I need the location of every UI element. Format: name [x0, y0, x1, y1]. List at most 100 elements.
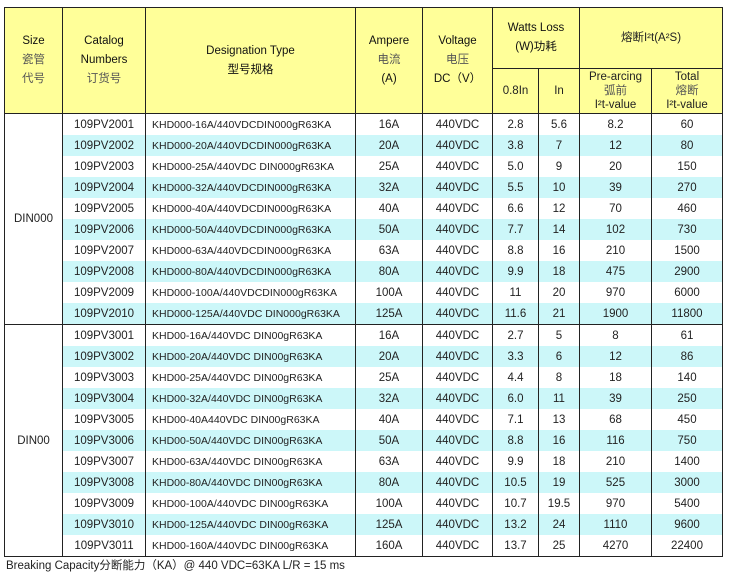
watts-loss-in-cell: 16: [538, 240, 580, 261]
watts-loss-08in-cell: 9.9: [492, 451, 539, 472]
designation-cell: KHD00-160A/440VDC DIN00gR63KA: [145, 535, 356, 557]
watts-loss-in-cell: 10: [538, 177, 580, 198]
ampere-cell: 20A: [355, 135, 423, 156]
watts-loss-08in-cell: 4.4: [492, 367, 539, 388]
prearcing-i2t-cell: 12: [579, 346, 652, 367]
watts-loss-08in-cell: 8.8: [492, 240, 539, 261]
catalog-number-cell: 109PV3004: [62, 388, 146, 409]
fuse-spec-table: Size 瓷管 代号 Catalog Numbers 订货号 Designation T…: [4, 7, 723, 557]
table-row: 109PV2010 KHD000-125A/440VDC DIN000gR63KA…: [5, 303, 723, 325]
prearcing-i2t-cell: 68: [579, 409, 652, 430]
catalog-number-cell: 109PV3010: [62, 514, 146, 535]
watts-loss-in-cell: 12: [538, 198, 580, 219]
prearcing-i2t-cell: 970: [579, 282, 652, 303]
table-row: 109PV2007 KHD000-63A/440VDCDIN000gR63KA 63…: [5, 240, 723, 261]
size-cell: DIN000: [4, 113, 63, 325]
catalog-number-cell: 109PV3009: [62, 493, 146, 514]
watts-loss-08in-cell: 3.3: [492, 346, 539, 367]
catalog-number-cell: 109PV3007: [62, 451, 146, 472]
table-row: 109PV3009 KHD00-100A/440VDC DIN00gR63KA 10…: [5, 493, 723, 514]
catalog-number-cell: 109PV2008: [62, 261, 146, 282]
designation-cell: KHD000-40A/440VDCDIN000gR63KA: [145, 198, 356, 219]
voltage-cell: 440VDC: [422, 177, 493, 198]
ampere-cell: 160A: [355, 535, 423, 557]
watts-loss-in-cell: 24: [538, 514, 580, 535]
header-designation: Designation Type 型号规格: [145, 7, 356, 114]
voltage-cell: 440VDC: [422, 367, 493, 388]
prearcing-i2t-cell: 970: [579, 493, 652, 514]
watts-loss-in-cell: 13: [538, 409, 580, 430]
prearcing-i2t-cell: 39: [579, 177, 652, 198]
header-in: In: [538, 68, 580, 114]
voltage-cell: 440VDC: [422, 535, 493, 557]
voltage-cell: 440VDC: [422, 346, 493, 367]
voltage-cell: 440VDC: [422, 240, 493, 261]
header-size: Size 瓷管 代号: [4, 7, 63, 114]
table-row: 109PV3007 KHD00-63A/440VDC DIN00gR63KA 63A…: [5, 451, 723, 472]
watts-loss-08in-cell: 9.9: [492, 261, 539, 282]
watts-loss-08in-cell: 13.2: [492, 514, 539, 535]
ampere-cell: 100A: [355, 282, 423, 303]
watts-loss-in-cell: 7: [538, 135, 580, 156]
total-i2t-cell: 140: [651, 367, 723, 388]
total-i2t-cell: 1400: [651, 451, 723, 472]
table-row: 109PV3003 KHD00-25A/440VDC DIN00gR63KA 25A…: [5, 367, 723, 388]
watts-loss-08in-cell: 2.7: [492, 324, 539, 346]
watts-loss-in-cell: 9: [538, 156, 580, 177]
header-voltage: Voltage 电压 DC（V）: [422, 7, 493, 114]
voltage-cell: 440VDC: [422, 156, 493, 177]
voltage-cell: 440VDC: [422, 514, 493, 535]
total-i2t-cell: 250: [651, 388, 723, 409]
total-i2t-cell: 1500: [651, 240, 723, 261]
prearcing-i2t-cell: 475: [579, 261, 652, 282]
watts-loss-08in-cell: 7.1: [492, 409, 539, 430]
watts-loss-08in-cell: 10.5: [492, 472, 539, 493]
voltage-cell: 440VDC: [422, 493, 493, 514]
total-i2t-cell: 3000: [651, 472, 723, 493]
total-i2t-cell: 6000: [651, 282, 723, 303]
size-cell: DIN00: [4, 324, 63, 557]
prearcing-i2t-cell: 39: [579, 388, 652, 409]
catalog-number-cell: 109PV2009: [62, 282, 146, 303]
prearcing-i2t-cell: 4270: [579, 535, 652, 557]
header-total: Total 熔断 I²t-value: [651, 68, 723, 114]
total-i2t-cell: 270: [651, 177, 723, 198]
designation-cell: KHD000-80A/440VDCDIN000gR63KA: [145, 261, 356, 282]
watts-loss-08in-cell: 6.0: [492, 388, 539, 409]
ampere-cell: 25A: [355, 156, 423, 177]
header-i2t: 熔断I²t(A²S): [579, 7, 723, 69]
prearcing-i2t-cell: 116: [579, 430, 652, 451]
designation-cell: KHD000-32A/440VDCDIN000gR63KA: [145, 177, 356, 198]
ampere-cell: 20A: [355, 346, 423, 367]
prearcing-i2t-cell: 210: [579, 451, 652, 472]
watts-loss-in-cell: 18: [538, 451, 580, 472]
total-i2t-cell: 450: [651, 409, 723, 430]
table-row: 109PV2008 KHD000-80A/440VDCDIN000gR63KA 80…: [5, 261, 723, 282]
voltage-cell: 440VDC: [422, 198, 493, 219]
total-i2t-cell: 750: [651, 430, 723, 451]
total-i2t-cell: 86: [651, 346, 723, 367]
voltage-cell: 440VDC: [422, 219, 493, 240]
voltage-cell: 440VDC: [422, 135, 493, 156]
watts-loss-in-cell: 8: [538, 367, 580, 388]
watts-loss-in-cell: 6: [538, 346, 580, 367]
catalog-number-cell: 109PV2001: [62, 113, 146, 135]
prearcing-i2t-cell: 8.2: [579, 113, 652, 135]
table-row: 109PV3004 KHD00-32A/440VDC DIN00gR63KA 32A…: [5, 388, 723, 409]
prearcing-i2t-cell: 1900: [579, 303, 652, 325]
prearcing-i2t-cell: 102: [579, 219, 652, 240]
ampere-cell: 80A: [355, 261, 423, 282]
designation-cell: KHD000-25A/440VDC DIN000gR63KA: [145, 156, 356, 177]
prearcing-i2t-cell: 1110: [579, 514, 652, 535]
designation-cell: KHD00-50A/440VDC DIN00gR63KA: [145, 430, 356, 451]
voltage-cell: 440VDC: [422, 303, 493, 325]
designation-cell: KHD00-63A/440VDC DIN00gR63KA: [145, 451, 356, 472]
voltage-cell: 440VDC: [422, 409, 493, 430]
ampere-cell: 63A: [355, 451, 423, 472]
table-row: DIN000 109PV2001 KHD000-16A/440VDCDIN000gR…: [4, 113, 723, 325]
catalog-number-cell: 109PV3003: [62, 367, 146, 388]
ampere-cell: 40A: [355, 198, 423, 219]
watts-loss-08in-cell: 8.8: [492, 430, 539, 451]
prearcing-i2t-cell: 8: [579, 324, 652, 346]
watts-loss-in-cell: 25: [538, 535, 580, 557]
